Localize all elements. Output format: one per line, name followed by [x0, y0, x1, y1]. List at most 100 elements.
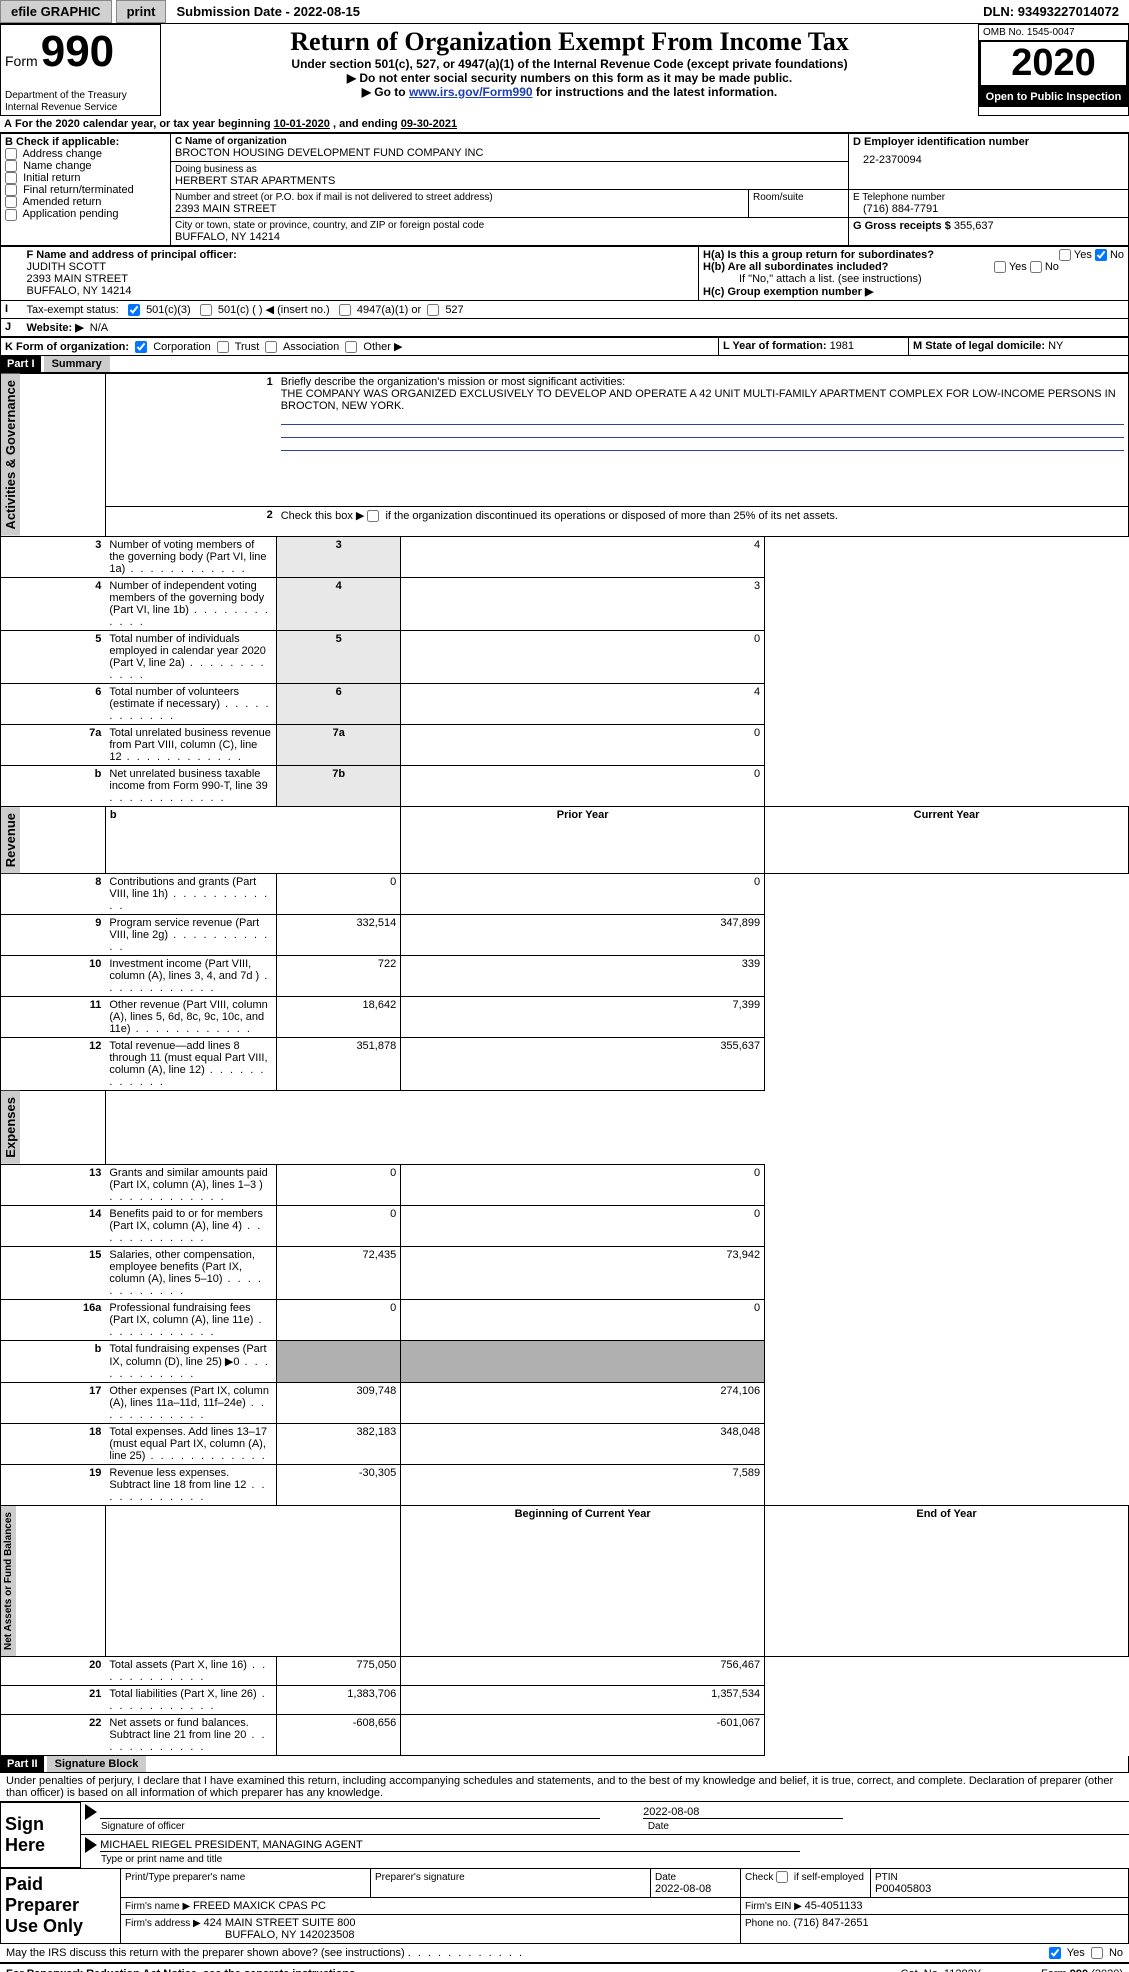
col-prior: Prior Year: [401, 806, 765, 873]
current-value: -601,067: [401, 1714, 765, 1755]
sign-here-label: Sign Here: [1, 1802, 81, 1867]
k-l-m-block: K Form of organization: Corporation Trus…: [0, 337, 1129, 356]
subtitle-2: Do not enter social security numbers on …: [165, 71, 974, 85]
k-corp-checkbox[interactable]: [135, 341, 147, 353]
tax-year: 2020: [979, 40, 1128, 87]
current-value: 355,637: [401, 1037, 765, 1090]
i-501c-checkbox[interactable]: [200, 304, 212, 316]
page-footer: For Paperwork Reduction Act Notice, see …: [0, 1964, 1129, 1972]
line-text: Other expenses (Part IX, column (A), lin…: [105, 1382, 276, 1423]
line-text: Total revenue—add lines 8 through 11 (mu…: [105, 1037, 276, 1090]
paid-preparer-block: Paid Preparer Use Only Print/Type prepar…: [0, 1868, 1129, 1944]
entity-block: B Check if applicable: Address change Na…: [0, 133, 1129, 246]
i-527-checkbox[interactable]: [427, 304, 439, 316]
gov-line-value: 3: [401, 577, 765, 630]
col-end: End of Year: [765, 1505, 1129, 1656]
ha-no-checkbox[interactable]: [1095, 249, 1107, 261]
i-4947-checkbox[interactable]: [339, 304, 351, 316]
b-checkbox-2[interactable]: [5, 172, 17, 184]
current-value: 274,106: [401, 1382, 765, 1423]
discuss-yes-checkbox[interactable]: [1049, 1947, 1061, 1959]
dba: HERBERT STAR APARTMENTS: [175, 175, 844, 187]
i-501c3-checkbox[interactable]: [128, 304, 140, 316]
b-checkbox-5[interactable]: [5, 209, 17, 221]
form-word: Form: [5, 53, 38, 69]
line-a: A For the 2020 calendar year, or tax yea…: [0, 116, 1129, 133]
vlabel-revenue: Revenue: [1, 807, 20, 873]
b-checkbox-0[interactable]: [5, 148, 17, 160]
b-checkbox-4[interactable]: [5, 196, 17, 208]
k-other-checkbox[interactable]: [345, 341, 357, 353]
e-label: E Telephone number: [853, 192, 1124, 203]
gov-line-text: Total number of volunteers (estimate if …: [105, 683, 276, 724]
form-number: 990: [41, 27, 114, 76]
b-checkbox-3[interactable]: [5, 184, 17, 196]
c-name-label: C Name of organization: [175, 136, 844, 147]
gov-line-text: Total unrelated business revenue from Pa…: [105, 724, 276, 765]
officer-name: JUDITH SCOTT: [27, 261, 106, 273]
current-value: 339: [401, 955, 765, 996]
gov-line-box: 5: [277, 630, 401, 683]
gov-line-value: 0: [401, 724, 765, 765]
firm-addr2: BUFFALO, NY 142023508: [225, 1929, 354, 1941]
self-emp-checkbox[interactable]: [776, 1871, 788, 1883]
gov-line-value: 0: [401, 765, 765, 806]
prior-value: 0: [277, 873, 401, 914]
firm-ein: 45-4051133: [805, 1900, 863, 1912]
header-block: Form 990 Department of the Treasury Inte…: [0, 24, 1129, 116]
year-formation: 1981: [830, 340, 854, 352]
k-label: K Form of organization:: [5, 341, 129, 353]
current-value: 7,399: [401, 996, 765, 1037]
addr-label: Number and street (or P.O. box if mail i…: [175, 192, 744, 203]
gov-line-box: 7a: [277, 724, 401, 765]
mission-text: THE COMPANY WAS ORGANIZED EXCLUSIVELY TO…: [281, 388, 1116, 412]
firm-ein-label: Firm's EIN ▶: [745, 1901, 805, 1912]
irs-link[interactable]: www.irs.gov/Form990: [409, 85, 533, 99]
firm-name-label: Firm's name ▶: [125, 1901, 193, 1912]
prior-value: 309,748: [277, 1382, 401, 1423]
prior-value: 382,183: [277, 1423, 401, 1464]
ha-yes-checkbox[interactable]: [1059, 249, 1071, 261]
efile-button[interactable]: efile GRAPHIC: [0, 0, 112, 23]
current-value: 1,357,534: [401, 1685, 765, 1714]
line-text: Total expenses. Add lines 13–17 (must eq…: [105, 1423, 276, 1464]
current-value: 73,942: [401, 1246, 765, 1299]
part2-header: Part II Signature Block: [0, 1756, 1129, 1773]
b-item-label: Amended return: [22, 196, 101, 208]
line-text: Program service revenue (Part VIII, line…: [105, 914, 276, 955]
form-title: Return of Organization Exempt From Incom…: [165, 27, 974, 57]
k-trust-checkbox[interactable]: [217, 341, 229, 353]
prep-name-label: Print/Type preparer's name: [125, 1872, 245, 1883]
j-label: Website: ▶: [27, 322, 84, 334]
prior-value: 775,050: [277, 1656, 401, 1685]
hb-yes-checkbox[interactable]: [994, 261, 1006, 273]
print-button[interactable]: print: [116, 0, 167, 23]
prior-value: 0: [277, 1205, 401, 1246]
firm-addr-label: Firm's address ▶: [125, 1918, 204, 1929]
discuss-row: May the IRS discuss this return with the…: [0, 1944, 1129, 1964]
k-assoc-checkbox[interactable]: [265, 341, 277, 353]
b-item-label: Name change: [23, 160, 92, 172]
prior-value: -30,305: [277, 1464, 401, 1505]
paid-preparer-label: Paid Preparer Use Only: [1, 1868, 121, 1943]
prior-value: 0: [277, 1164, 401, 1205]
gov-line-value: 0: [401, 630, 765, 683]
b-checkbox-1[interactable]: [5, 160, 17, 172]
i-label: Tax-exempt status:: [27, 304, 119, 316]
firm-phone: (716) 847-2651: [793, 1917, 868, 1929]
open-inspection: Open to Public Inspection: [979, 87, 1128, 107]
gov-line-text: Number of voting members of the governin…: [105, 536, 276, 577]
b-item-label: Initial return: [23, 172, 80, 184]
gov-line-value: 4: [401, 536, 765, 577]
b-item-label: Address change: [22, 148, 102, 160]
b-label: B Check if applicable:: [5, 136, 166, 148]
line-text: Contributions and grants (Part VIII, lin…: [105, 873, 276, 914]
prior-value: 72,435: [277, 1246, 401, 1299]
sign-block: Sign Here 2022-08-08 Signature of office…: [0, 1802, 1129, 1868]
hb-no-checkbox[interactable]: [1030, 261, 1042, 273]
gov-line-box: 4: [277, 577, 401, 630]
officer-addr2: BUFFALO, NY 14214: [27, 285, 132, 297]
org-name: BROCTON HOUSING DEVELOPMENT FUND COMPANY…: [175, 147, 844, 159]
discuss-no-checkbox[interactable]: [1091, 1947, 1103, 1959]
line2-checkbox[interactable]: [367, 510, 379, 522]
